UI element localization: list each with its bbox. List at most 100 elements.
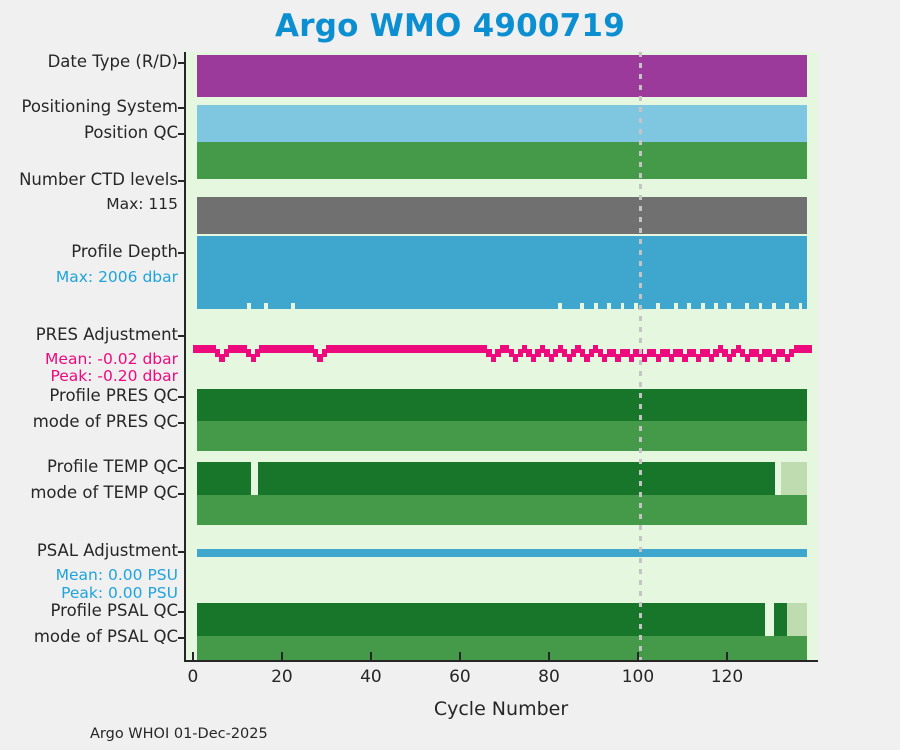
profile-depth-bar	[277, 236, 283, 309]
profile-depth-bar	[744, 236, 750, 303]
profile-depth-bar	[726, 236, 732, 303]
pres-adjustment-point	[397, 345, 403, 353]
pres-adjustment-point	[241, 345, 247, 353]
pres-adjustment-point	[370, 345, 376, 353]
pres-adjustment-point	[419, 345, 425, 353]
profile-depth-bar	[379, 236, 385, 309]
profile-depth-bar	[646, 236, 652, 309]
profile-depth-bar	[344, 236, 350, 309]
pres-adjustment-point	[802, 345, 808, 353]
profile-depth-bar	[366, 236, 372, 309]
x-tick-120	[725, 652, 728, 661]
pres-adjustment-point	[210, 345, 216, 353]
pres-adjustment-point	[539, 345, 546, 353]
pres-adjustment-point	[246, 349, 252, 357]
y-axis-label-pres-adjustment: PRES Adjustment	[35, 325, 178, 344]
profile-depth-bar	[228, 236, 234, 309]
pres-adjustment-point	[424, 345, 430, 353]
band-profile-temp-qc	[197, 462, 251, 495]
profile-depth-bar	[317, 236, 323, 309]
y-axis-label-mode-of-psal-qc: mode of PSAL QC	[33, 627, 178, 646]
pres-adjustment-point	[352, 345, 359, 353]
y-tick-date-type	[178, 62, 185, 64]
pres-adjustment-point	[433, 345, 439, 353]
profile-depth-bar	[753, 236, 759, 309]
profile-depth-bar	[628, 236, 634, 309]
profile-depth-bar	[731, 236, 737, 309]
band-date-type	[197, 55, 807, 97]
y-tick-profile-temp-qc	[178, 467, 185, 469]
profile-depth-bar	[330, 236, 336, 309]
pres-adjustment-point	[339, 345, 345, 353]
pres-adjustment-point	[579, 349, 586, 357]
profile-depth-bar	[232, 236, 238, 309]
band-positioning-system	[197, 105, 807, 142]
y-tick-mode-of-temp-qc	[178, 493, 185, 495]
pres-adjustment-point	[299, 345, 305, 353]
y-axis-sublabel-psal-adjustment-1: Peak: 0.00 PSU	[61, 584, 178, 602]
pres-adjustment-point	[806, 345, 813, 353]
profile-depth-bar	[584, 236, 590, 309]
band-profile-pres-qc	[197, 389, 807, 421]
pres-adjustment-point	[477, 345, 483, 353]
plot-clip	[186, 52, 818, 660]
profile-depth-bar	[673, 236, 679, 303]
profile-depth-bar	[481, 236, 488, 309]
pres-adjustment-point	[317, 354, 323, 362]
profile-depth-bar	[210, 236, 216, 309]
profile-depth-bar	[762, 236, 768, 309]
band-profile-temp-qc-light	[780, 462, 787, 495]
profile-depth-bar	[263, 236, 269, 303]
profile-depth-bar	[780, 236, 786, 309]
x-tick-label-40: 40	[360, 667, 382, 687]
profile-depth-bar	[784, 236, 790, 303]
x-tick-40	[369, 652, 372, 661]
pres-adjustment-point	[326, 345, 332, 353]
pres-adjustment-point	[312, 349, 319, 357]
profile-depth-bar	[450, 236, 456, 309]
pres-adjustment-point	[361, 345, 368, 353]
profile-depth-bar	[259, 236, 265, 309]
pres-adjustment-point	[744, 354, 750, 362]
pres-adjustment-point	[232, 345, 238, 353]
pres-adjustment-point	[686, 349, 692, 357]
profile-depth-bar	[424, 236, 430, 309]
pres-adjustment-point	[214, 349, 221, 357]
profile-depth-bar	[740, 236, 746, 309]
y-axis-sublabel-psal-adjustment-0: Mean: 0.00 PSU	[55, 566, 178, 584]
pres-adjustment-point	[388, 345, 394, 353]
profile-depth-bar	[513, 236, 519, 309]
profile-depth-bar	[219, 236, 225, 309]
pres-adjustment-point	[379, 345, 385, 353]
y-axis-label-position-qc: Position QC	[84, 123, 178, 142]
y-axis-sublabel-profile-depth-0: Max: 2006 dbar	[55, 268, 178, 286]
profile-depth-bar	[464, 236, 470, 309]
profile-depth-bar	[268, 236, 274, 309]
pres-adjustment-point	[272, 345, 279, 353]
profile-depth-bar	[642, 236, 648, 309]
y-tick-mode-of-pres-qc	[178, 422, 185, 424]
pres-adjustment-point	[780, 349, 786, 357]
profile-depth-bar	[455, 236, 461, 309]
profile-depth-bar	[797, 236, 804, 303]
band-profile-temp-qc	[258, 462, 776, 495]
pres-adjustment-point	[308, 345, 314, 353]
pres-adjustment-point	[544, 349, 550, 357]
pres-adjustment-point	[295, 345, 301, 353]
profile-depth-bar	[446, 236, 452, 309]
figure-footer: Argo WHOI 01-Dec-2025	[90, 726, 268, 742]
pres-adjustment-point	[762, 349, 768, 357]
profile-depth-bar	[299, 236, 305, 309]
pres-adjustment-point	[401, 345, 408, 353]
y-axis-sublabel-number-ctd-levels-0: Max: 115	[106, 195, 178, 213]
profile-depth-bar	[606, 236, 612, 303]
pres-adjustment-point	[508, 349, 514, 357]
pres-adjustment-point	[588, 349, 595, 357]
pres-adjustment-point	[664, 349, 670, 357]
pres-adjustment-point	[335, 345, 341, 353]
pres-adjustment-point	[593, 345, 599, 353]
pres-adjustment-point	[731, 349, 737, 357]
pres-adjustment-point	[219, 354, 225, 362]
profile-depth-bar	[579, 236, 585, 303]
profile-depth-bar	[321, 236, 327, 309]
